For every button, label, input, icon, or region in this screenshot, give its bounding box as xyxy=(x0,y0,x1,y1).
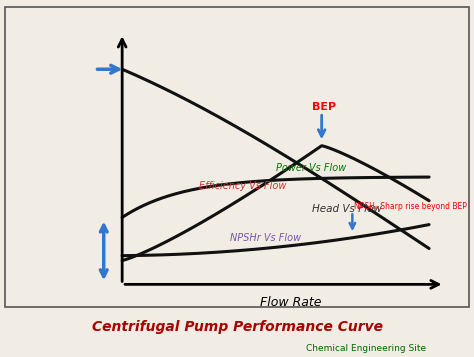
Text: Centrifugal Pump Performance Curve: Centrifugal Pump Performance Curve xyxy=(91,320,383,334)
Text: Power Vs Flow: Power Vs Flow xyxy=(275,163,346,173)
Text: Flow Rate: Flow Rate xyxy=(260,296,322,309)
Text: NPSHr Vs Flow: NPSHr Vs Flow xyxy=(229,233,301,243)
Text: Efficiency Vs Flow: Efficiency Vs Flow xyxy=(199,181,286,191)
Text: Head Vs Flow: Head Vs Flow xyxy=(312,205,383,215)
Text: Chemical Engineering Site: Chemical Engineering Site xyxy=(307,343,427,353)
Text: NPSHₐ Sharp rise beyond BEP: NPSHₐ Sharp rise beyond BEP xyxy=(354,202,467,211)
Text: BEP: BEP xyxy=(312,102,337,112)
